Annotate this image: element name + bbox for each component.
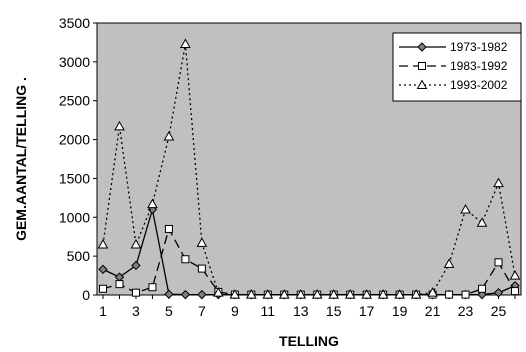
data-point [493, 177, 504, 188]
x-tick-label: 17 [359, 303, 375, 319]
data-point [229, 289, 241, 299]
data-point [164, 289, 174, 299]
x-tick-label: 21 [425, 303, 441, 319]
data-point [509, 270, 521, 280]
data-point [181, 255, 190, 264]
data-point [245, 289, 257, 299]
data-point [417, 42, 427, 52]
data-point [377, 289, 389, 299]
series-3 [97, 38, 521, 299]
data-point [445, 290, 454, 299]
data-point [148, 283, 157, 292]
data-point [427, 287, 438, 297]
data-point [164, 224, 173, 233]
x-axis-title: TELLING [279, 333, 339, 349]
data-point [476, 217, 488, 227]
y-tick-label: 1000 [59, 209, 90, 225]
data-point [344, 289, 356, 299]
data-point [361, 289, 373, 299]
x-tick-label: 13 [293, 303, 309, 319]
x-tick-label: 5 [165, 303, 173, 319]
data-point [114, 120, 125, 131]
data-point [197, 289, 207, 300]
legend-label: 1993-2002 [450, 78, 508, 92]
x-tick-label: 11 [261, 303, 276, 319]
data-point [493, 287, 504, 298]
y-tick-label: 0 [82, 287, 90, 303]
data-point [311, 289, 323, 299]
data-point [115, 280, 124, 289]
data-point [131, 260, 141, 271]
data-point [196, 237, 208, 247]
y-tick-label: 500 [67, 248, 91, 264]
y-axis-title: GEM.AANTAL/TELLING . [13, 77, 29, 241]
x-tick-label: 25 [491, 303, 507, 319]
x-tick-label: 15 [326, 303, 342, 319]
data-point [213, 287, 224, 297]
data-point [147, 198, 158, 209]
data-point [394, 289, 405, 299]
data-point [478, 284, 487, 293]
y-tick-label: 2000 [59, 132, 90, 148]
legend-label: 1983-1992 [450, 59, 508, 73]
x-tick-label: 1 [99, 303, 107, 319]
y-tick-label: 3000 [59, 54, 90, 70]
data-point [99, 284, 107, 293]
series-layer [97, 38, 521, 300]
data-point [410, 289, 422, 299]
data-point [295, 289, 307, 299]
data-point [278, 289, 290, 299]
data-point [98, 264, 108, 275]
data-point [131, 288, 140, 297]
data-point [494, 258, 503, 267]
legend-box [392, 32, 522, 102]
data-point [197, 264, 206, 273]
data-point [443, 258, 455, 268]
data-point [460, 203, 471, 214]
data-point [97, 238, 109, 249]
x-tick-label: 3 [132, 303, 140, 319]
data-point [511, 287, 519, 296]
x-tick-label: 23 [458, 303, 474, 319]
y-axis: 0 500 1000 1500 2000 2500 3000 3500 [59, 15, 97, 303]
x-tick-label: 9 [231, 303, 239, 319]
data-point [416, 79, 428, 89]
y-tick-label: 3500 [59, 15, 90, 31]
x-tick-label: 7 [198, 303, 206, 319]
y-tick-label: 1500 [59, 170, 90, 186]
data-point [180, 289, 191, 300]
data-point [130, 238, 142, 249]
data-point [163, 130, 175, 141]
y-tick-label: 2500 [59, 93, 90, 109]
legend-label: 1973-1982 [450, 40, 508, 54]
x-tick-label: 19 [392, 303, 408, 319]
data-point [180, 38, 191, 48]
data-point [262, 289, 274, 299]
data-point [328, 289, 340, 299]
data-point [418, 62, 426, 70]
legend: 1973-1982 1983-1992 1993-2002 [392, 32, 522, 102]
data-point [461, 290, 470, 299]
